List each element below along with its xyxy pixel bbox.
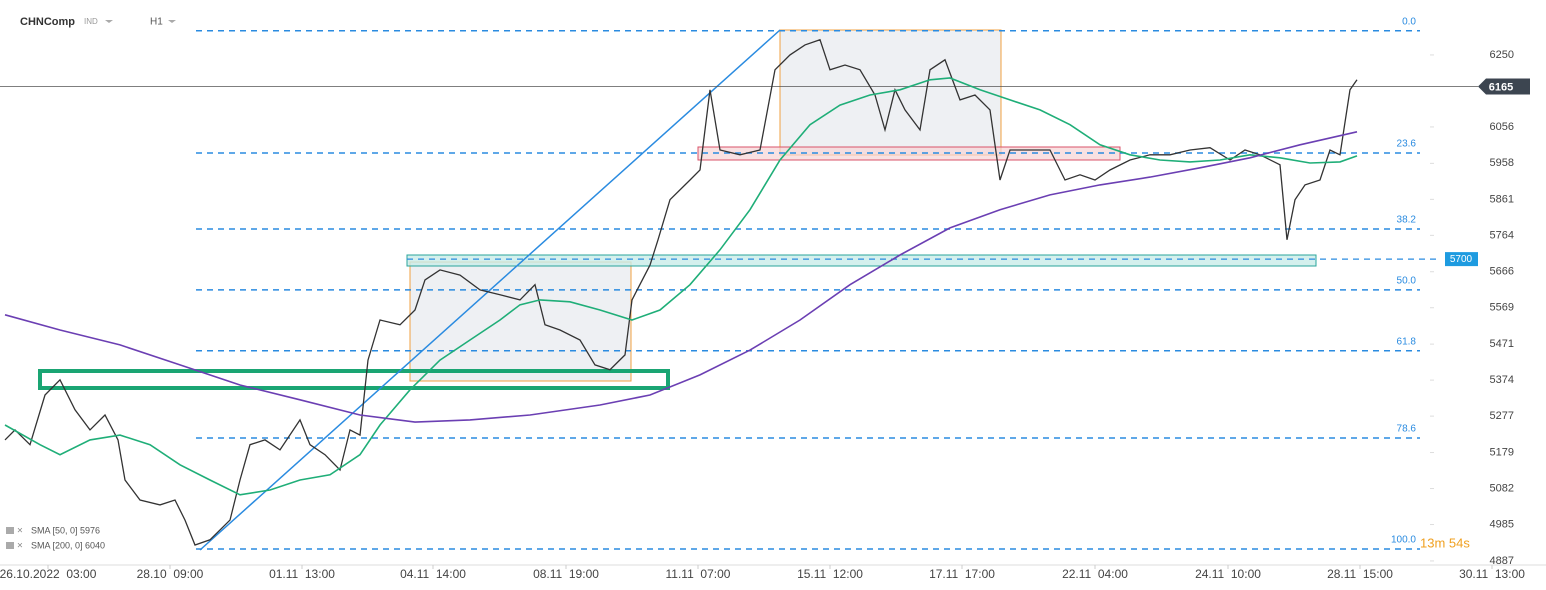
symbol: CHNComp xyxy=(20,16,75,28)
fib-label: 0.0 xyxy=(1402,16,1416,27)
y-tick-label: 6056 xyxy=(1490,121,1514,133)
price-line xyxy=(4,38,1358,546)
y-tick-label: 5374 xyxy=(1490,374,1514,386)
symbol-type: IND xyxy=(84,17,98,26)
legend-icon xyxy=(6,527,14,534)
fib-label: 61.8 xyxy=(1397,336,1417,347)
y-tick-label: 5958 xyxy=(1490,157,1514,169)
x-tick-label: 28.11 15:00 xyxy=(1327,567,1393,581)
zone-box xyxy=(779,29,1002,156)
zone-box xyxy=(409,261,632,382)
level-badge xyxy=(1445,252,1478,267)
x-tick-label: 08.11 19:00 xyxy=(533,567,599,581)
x-tick-label: 24.11 10:00 xyxy=(1195,567,1261,581)
y-tick-label: 5277 xyxy=(1490,410,1514,422)
y-tick-label: 6250 xyxy=(1490,49,1514,61)
y-tick-label: 5764 xyxy=(1490,229,1514,241)
last-price-label: 6165 xyxy=(1489,81,1513,93)
legend-entry: SMA [200, 0] 6040 xyxy=(31,540,105,550)
x-tick-label: 04.11 14:00 xyxy=(400,567,466,581)
timeframe[interactable]: H1 xyxy=(150,17,163,28)
y-tick-label: 5666 xyxy=(1490,266,1514,278)
support-zone xyxy=(406,254,1317,267)
y-tick-label: 5179 xyxy=(1490,446,1514,458)
x-tick-label: 22.11 04:00 xyxy=(1062,567,1128,581)
y-tick-label: 5471 xyxy=(1490,338,1514,350)
fib-label: 38.2 xyxy=(1397,215,1417,226)
trend-line xyxy=(199,29,781,551)
y-tick-label: 5082 xyxy=(1490,482,1514,494)
dropdown-icon[interactable] xyxy=(168,20,176,23)
legend-entry: SMA [50, 0] 5976 xyxy=(31,525,100,535)
x-tick-label: 11.11 07:00 xyxy=(666,567,731,581)
y-tick-label: 4887 xyxy=(1490,555,1514,567)
x-tick-label: 01.11 13:00 xyxy=(269,567,335,581)
last-price-badge xyxy=(1478,78,1530,95)
x-tick-label: 15.11 12:00 xyxy=(797,567,863,581)
fib-label: 50.0 xyxy=(1397,276,1417,287)
fib-label: 78.6 xyxy=(1397,424,1417,435)
sma-line xyxy=(4,131,1358,423)
y-tick-label: 5861 xyxy=(1490,193,1514,205)
level-label: 5700 xyxy=(1450,254,1473,265)
support-box xyxy=(38,369,670,390)
sma-line xyxy=(4,77,1358,496)
plot: 6250 6056 5958 5861 5764 5666 5569 5471 5374 5277… xyxy=(0,16,1530,581)
legend-icon xyxy=(6,542,14,549)
x-tick-label: 17.11 17:00 xyxy=(929,567,995,581)
x-tick-label: 28.10 09:00 xyxy=(137,567,204,581)
legend-close: × xyxy=(17,541,23,552)
x-tick-label: 30.11 13:00 xyxy=(1459,567,1525,581)
countdown: 13m 54s xyxy=(1420,535,1470,550)
fib-label: 23.6 xyxy=(1397,139,1417,150)
x-tick-label: 26.10.2022 03:00 xyxy=(0,567,97,581)
y-tick-label: 4985 xyxy=(1490,518,1514,530)
fib-label: 100.0 xyxy=(1391,535,1416,546)
legend-close: × xyxy=(17,526,23,537)
y-tick-label: 5569 xyxy=(1490,302,1514,314)
dropdown-icon[interactable] xyxy=(105,20,113,23)
